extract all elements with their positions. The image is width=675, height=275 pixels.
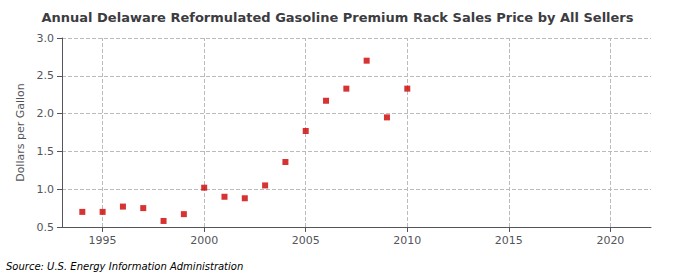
- svg-text:2.5: 2.5: [37, 69, 55, 82]
- svg-text:2010: 2010: [393, 234, 421, 247]
- svg-text:3.0: 3.0: [37, 32, 55, 45]
- svg-text:1.5: 1.5: [37, 145, 55, 158]
- svg-text:2020: 2020: [596, 234, 624, 247]
- svg-text:2.0: 2.0: [37, 107, 55, 120]
- svg-text:Source: U.S. Energy Informatio: Source: U.S. Energy Information Administ…: [6, 261, 243, 272]
- svg-text:1995: 1995: [89, 234, 117, 247]
- svg-text:2005: 2005: [292, 234, 320, 247]
- svg-text:Dollars per Gallon: Dollars per Gallon: [14, 83, 27, 182]
- svg-text:1.0: 1.0: [37, 183, 55, 196]
- svg-text:2000: 2000: [190, 234, 218, 247]
- svg-text:2015: 2015: [495, 234, 523, 247]
- svg-text:Annual Delaware Reformulated G: Annual Delaware Reformulated Gasoline Pr…: [41, 10, 633, 25]
- svg-text:0.5: 0.5: [37, 221, 55, 234]
